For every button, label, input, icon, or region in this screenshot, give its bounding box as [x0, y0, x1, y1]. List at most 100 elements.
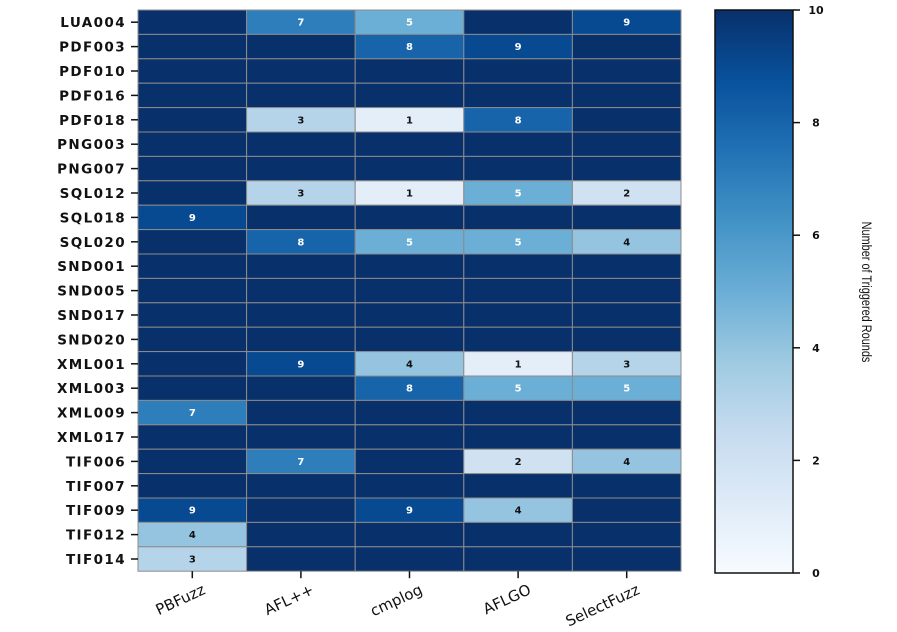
row-tick-label: SQL012	[60, 186, 126, 202]
heatmap-cell	[137, 448, 248, 475]
heatmap-cell	[137, 473, 248, 499]
cell-value-label: 9	[515, 42, 522, 53]
heatmap-cell	[354, 58, 465, 84]
heatmap-cell	[463, 473, 573, 499]
colorbar-tick-label: 4	[812, 342, 820, 355]
cell-value-label: 9	[406, 506, 413, 517]
cell-value-label: 9	[623, 18, 630, 29]
heatmap-cell	[354, 326, 465, 353]
heatmap-cell	[463, 131, 573, 157]
heatmap-cell	[137, 253, 248, 279]
heatmap-cell	[463, 229, 573, 255]
colorbar-tick-label: 10	[808, 4, 824, 17]
colorbar-tick-label: 8	[812, 117, 820, 130]
cell-value-label: 2	[623, 189, 630, 200]
colorbar-gradient	[714, 9, 794, 574]
heatmap-cell	[463, 326, 573, 353]
heatmap-cell	[354, 302, 465, 328]
cell-value-label: 1	[515, 359, 522, 370]
cell-value-label: 9	[189, 506, 196, 517]
heatmap-cell	[246, 204, 356, 231]
heatmap-cell	[246, 253, 356, 279]
heatmap-cell	[246, 399, 356, 426]
heatmap-cell	[246, 82, 356, 109]
heatmap-cell	[354, 253, 465, 279]
heatmap-cell	[246, 351, 356, 377]
cell-value-label: 7	[297, 18, 304, 29]
heatmap-cell	[463, 399, 573, 426]
row-tick-label: SND020	[57, 332, 126, 348]
row-tick-label: XML001	[57, 357, 126, 373]
heatmap-cell	[463, 448, 573, 475]
heatmap-cell	[354, 9, 465, 35]
heatmap-cell	[571, 302, 682, 328]
row-tick-label: SND001	[57, 259, 126, 275]
heatmap-cell	[463, 58, 573, 84]
cell-value-label: 4	[515, 506, 522, 517]
column-tick-label: PBFuzz	[153, 580, 208, 619]
heatmap-cell	[571, 473, 682, 499]
cell-value-label: 3	[189, 555, 196, 566]
row-tick-label: XML003	[57, 381, 126, 397]
row-tick-label: SQL020	[60, 235, 126, 251]
row-tick-label: XML009	[57, 406, 126, 422]
heatmap-cell	[463, 497, 573, 523]
heatmap-cell	[571, 58, 682, 84]
heatmap-cell	[354, 399, 465, 426]
heatmap-cell	[463, 9, 573, 35]
heatmap-cell	[571, 180, 682, 206]
heatmap-cell	[246, 375, 356, 401]
colorbar-tick-label: 0	[812, 567, 820, 580]
heatmap-cell	[246, 424, 356, 450]
heatmap-cell	[246, 497, 356, 523]
column-tick-label: AFL++	[262, 581, 317, 619]
heatmap-cell	[354, 546, 465, 572]
heatmap-cell	[463, 375, 573, 401]
cell-value-label: 9	[297, 359, 304, 370]
heatmap-cell	[463, 302, 573, 328]
heatmap-cell	[137, 229, 248, 255]
heatmap-cell	[571, 399, 682, 426]
cell-value-label: 1	[406, 189, 413, 200]
row-tick-label: PNG007	[57, 162, 126, 178]
cell-value-label: 9	[189, 213, 196, 224]
row-tick-label: PDF003	[59, 40, 126, 56]
row-tick-label: TIF009	[66, 503, 126, 519]
heatmap-cell	[571, 131, 682, 157]
heatmap-cell	[571, 497, 682, 523]
heatmap-cell	[246, 326, 356, 353]
heatmap-cell	[354, 180, 465, 206]
heatmap-cell	[137, 302, 248, 328]
row-tick-label: LUA004	[60, 15, 126, 31]
colorbar-ticks: 0 2 4 6 8 10	[793, 4, 824, 580]
heatmap-cell	[354, 155, 465, 182]
heatmap-cell	[246, 131, 356, 157]
row-axis: LUA004 PDF003 PDF010 PDF016 PDF018 PNG003 PNG0…	[57, 15, 138, 568]
heatmap-cell	[137, 497, 248, 523]
heatmap-cell	[246, 33, 356, 60]
heatmap-cell-labels: 7 5 9 8 9 3 1 8 3 1 5 2 9 8 5 5 4 9 4 1 3 8 5 5 7 7 2 4 9 9 4 4 3	[189, 18, 630, 566]
cell-value-label: 4	[623, 237, 630, 248]
heatmap-cell	[463, 204, 573, 231]
cell-value-label: 3	[623, 359, 630, 370]
colorbar: 0 2 4 6 8 10 Number of Triggered Rounds	[714, 4, 874, 580]
heatmap-cell	[463, 155, 573, 182]
row-tick-label: XML017	[57, 430, 126, 446]
heatmap-cell	[246, 229, 356, 255]
heatmap-cell	[463, 351, 573, 377]
heatmap-cell	[354, 448, 465, 475]
heatmap-cell	[137, 82, 248, 109]
heatmap-cell	[571, 107, 682, 133]
heatmap-cell	[463, 521, 573, 548]
heatmap-cell	[246, 277, 356, 304]
heatmap-cell	[571, 253, 682, 279]
cell-value-label: 8	[406, 384, 413, 395]
heatmap-cell	[246, 155, 356, 182]
heatmap-cell	[246, 521, 356, 548]
heatmap-cell	[246, 58, 356, 84]
cell-value-label: 5	[515, 189, 522, 200]
heatmap-cell	[137, 131, 248, 157]
heatmap-cell	[571, 82, 682, 109]
row-tick-label: PDF010	[59, 64, 126, 80]
